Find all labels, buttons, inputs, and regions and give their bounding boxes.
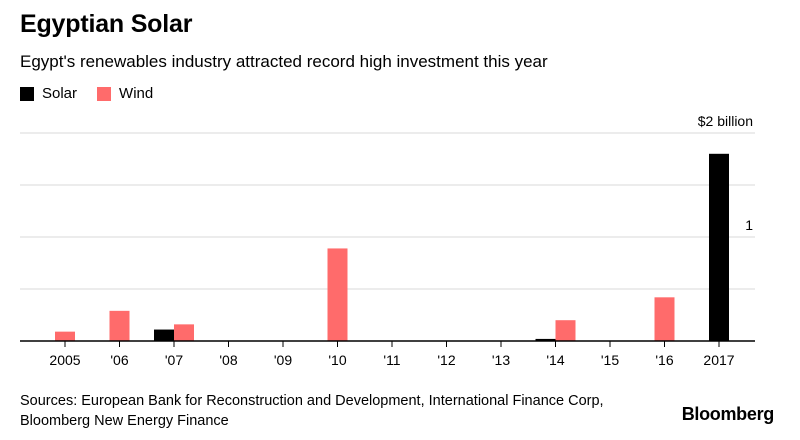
bar-wind — [555, 320, 576, 341]
legend-label-wind: Wind — [119, 85, 154, 102]
x-tick-label: '08 — [219, 352, 237, 368]
x-tick-label: '10 — [328, 352, 346, 368]
bar-wind — [174, 324, 194, 341]
source-note: Sources: European Bank for Reconstructio… — [20, 391, 604, 431]
x-tick-label: '11 — [383, 352, 400, 368]
x-tick-label: '12 — [437, 352, 455, 368]
x-tick-label: '16 — [655, 352, 673, 368]
legend-swatch-solar — [20, 86, 34, 101]
bar-wind — [55, 331, 75, 341]
legend-swatch-wind — [97, 86, 112, 101]
y-tick-label: 1 — [745, 217, 753, 233]
x-tick-label: '13 — [492, 352, 510, 368]
x-tick-label: '07 — [165, 352, 183, 368]
bar-solar — [535, 338, 556, 341]
source-line-2: Bloomberg New Energy Finance — [20, 413, 229, 429]
bar-solar — [154, 329, 174, 341]
legend: Solar Wind — [20, 85, 173, 102]
y-tick-label: $2 billion — [698, 113, 753, 129]
legend-label-solar: Solar — [42, 85, 78, 102]
chart-title: Egyptian Solar — [20, 10, 193, 38]
bar-wind — [109, 310, 130, 341]
bar-wind — [654, 297, 675, 341]
source-line-1: Sources: European Bank for Reconstructio… — [20, 393, 604, 409]
bloomberg-logo: Bloomberg — [681, 404, 775, 424]
x-tick-label: '09 — [274, 352, 292, 368]
legend-item-solar: Solar — [20, 85, 77, 102]
x-tick-label: 2005 — [49, 352, 80, 368]
bar-solar — [709, 153, 729, 341]
bar-wind — [327, 248, 348, 341]
legend-item-wind: Wind — [97, 85, 153, 102]
x-tick-label: '15 — [601, 352, 619, 368]
x-tick-label: '06 — [110, 352, 128, 368]
chart-subtitle: Egypt's renewables industry attracted re… — [20, 52, 548, 71]
x-tick-label: '14 — [546, 352, 564, 368]
x-tick-label: 2017 — [703, 352, 734, 368]
